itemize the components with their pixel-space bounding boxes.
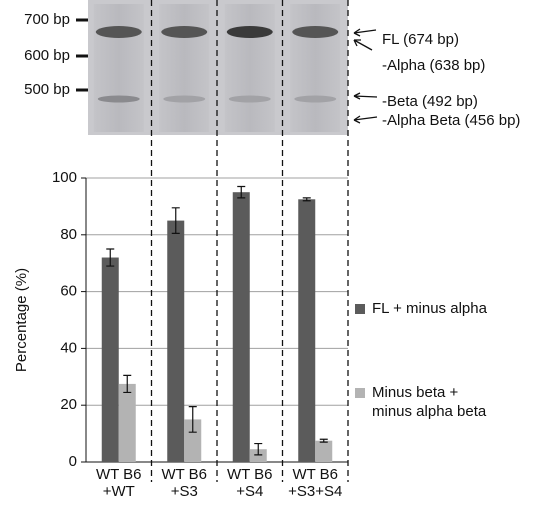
gel-lane [159, 4, 209, 132]
gel-band [292, 26, 338, 38]
x-tick-label: WT B6 +S4 [222, 466, 278, 500]
band-label: -Alpha (638 bp) [382, 57, 485, 74]
marker-label: 700 bp [24, 11, 70, 28]
gel-band [294, 96, 336, 103]
gel-band [227, 26, 273, 38]
gel-band [229, 96, 271, 103]
bar [315, 441, 332, 462]
marker-label: 500 bp [24, 81, 70, 98]
legend-swatch [355, 304, 365, 314]
y-tick-label: 20 [60, 396, 77, 413]
x-tick-label: WT B6 +WT [91, 466, 147, 500]
gel-band [98, 96, 140, 103]
legend-label: Minus beta + minus alpha beta [372, 383, 500, 421]
y-tick-label: 80 [60, 226, 77, 243]
gel-band [161, 26, 207, 38]
legend-label: FL + minus alpha [372, 299, 500, 318]
bar [102, 258, 119, 462]
x-tick-label: WT B6 +S3 [156, 466, 212, 500]
gel-band [96, 26, 142, 38]
band-label: -Beta (492 bp) [382, 93, 478, 110]
bar [298, 199, 315, 462]
y-tick-label: 60 [60, 283, 77, 300]
bar [167, 221, 184, 462]
legend-swatch [355, 388, 365, 398]
bar [119, 384, 136, 462]
bar [233, 192, 250, 462]
y-tick-label: 100 [52, 169, 77, 186]
gel-lane [290, 4, 340, 132]
y-tick-label: 40 [60, 339, 77, 356]
figure: 700 bp 600 bp 500 bp FL (674 bp) -Alpha … [0, 0, 557, 510]
chart: 700 bp 600 bp 500 bp FL (674 bp) -Alpha … [0, 0, 557, 510]
band-label: FL (674 bp) [382, 31, 459, 48]
band-label: -Alpha Beta (456 bp) [382, 112, 520, 129]
band-arrows [354, 29, 377, 123]
gel-lane [94, 4, 144, 132]
marker-label: 600 bp [24, 47, 70, 64]
gel-lane [225, 4, 275, 132]
gel-band [163, 96, 205, 103]
y-axis-label: Percentage (%) [13, 268, 30, 372]
y-tick-label: 0 [69, 453, 77, 470]
x-tick-label: WT B6 +S3+S4 [287, 466, 343, 500]
